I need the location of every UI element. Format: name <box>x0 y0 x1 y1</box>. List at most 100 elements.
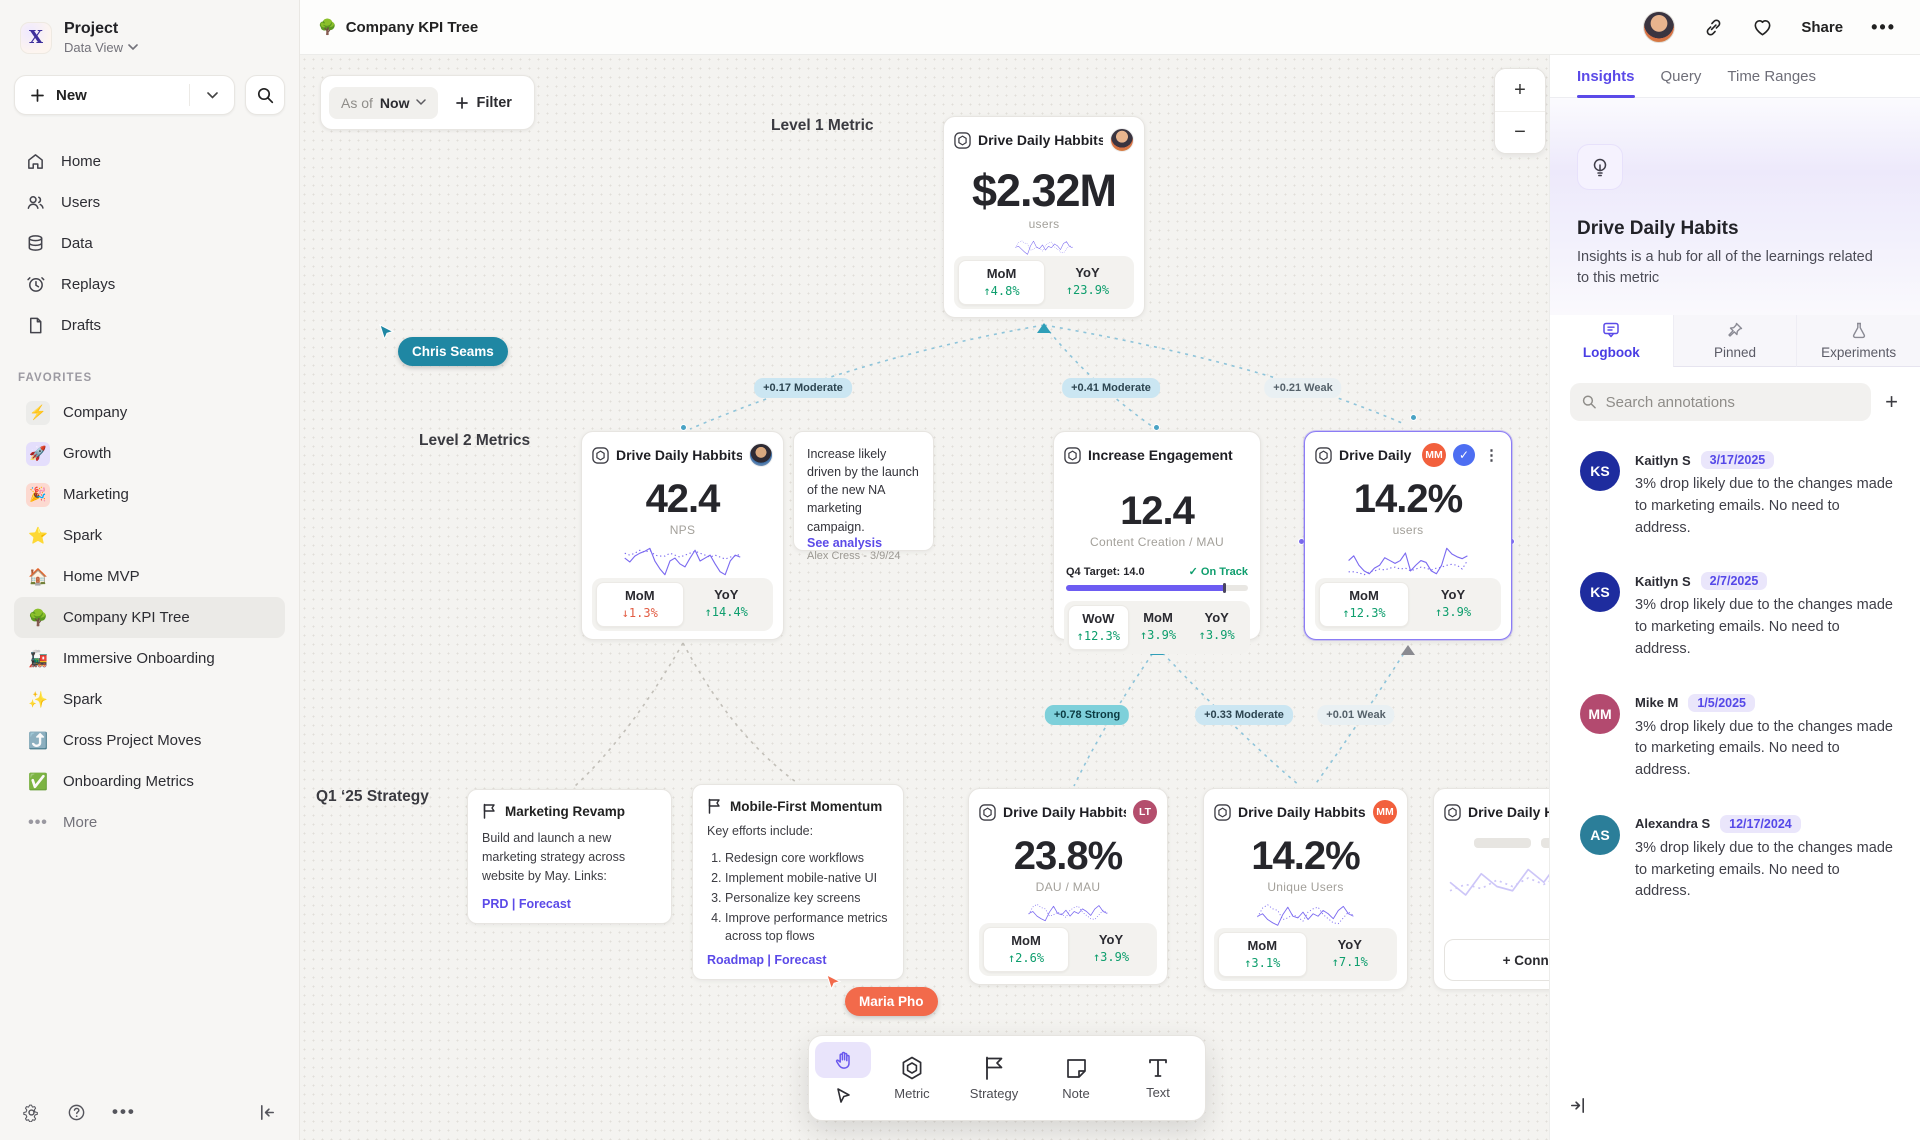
strategy-card-mobile-first-momentum[interactable]: Mobile-First Momentum Key efforts includ… <box>692 784 904 980</box>
workspace-switcher[interactable]: Data View <box>64 40 138 55</box>
metric-tool-button[interactable]: Metric <box>871 1042 953 1114</box>
favorite-spark-2[interactable]: ✨ Spark <box>14 679 285 720</box>
strategy-links[interactable]: Roadmap | Forecast <box>707 953 827 967</box>
mom-cell[interactable]: MoM ↑3.9% <box>1129 605 1188 650</box>
as-of-selector[interactable]: As of Now <box>329 86 439 119</box>
mom-cell[interactable]: MoM ↓1.3% <box>596 582 684 627</box>
metric-card-unconnected[interactable]: Drive Daily Habbits + Connect <box>1433 788 1549 990</box>
more-options-icon[interactable]: ••• <box>112 1102 136 1121</box>
owner-avatar[interactable] <box>1110 128 1134 152</box>
chevron-down-icon <box>206 91 218 99</box>
new-button-caret[interactable] <box>190 91 234 99</box>
favorite-spark[interactable]: ⭐ Spark <box>14 515 285 556</box>
add-annotation-button[interactable]: + <box>1885 389 1898 415</box>
metric-unit: Unique Users <box>1267 880 1344 894</box>
tab-insights[interactable]: Insights <box>1577 55 1635 98</box>
metric-card-unique-users[interactable]: Drive Daily Habbits MM 14.2% Unique User… <box>1203 788 1408 990</box>
owner-avatar[interactable] <box>749 443 773 467</box>
yoy-cell[interactable]: YoY ↑7.1% <box>1307 932 1394 977</box>
note-tool-button[interactable]: Note <box>1035 1042 1117 1114</box>
strategy-tool-button[interactable]: Strategy <box>953 1042 1035 1114</box>
sidebar-item-drafts[interactable]: Drafts <box>14 305 285 346</box>
metric-card-nps[interactable]: Drive Daily Habbits 42.4 NPS MoM ↓1.3% Y… <box>581 431 784 640</box>
metric-card-l1-drive-daily-habits[interactable]: Drive Daily Habbits $2.32M users MoM ↑4.… <box>943 116 1145 318</box>
new-button[interactable]: New <box>14 75 235 115</box>
wow-cell[interactable]: WoW ↑12.3% <box>1068 605 1129 650</box>
annotation-search-input[interactable] <box>1605 393 1860 411</box>
edge-label: +0.78 Strong <box>1044 705 1130 725</box>
yoy-cell[interactable]: YoY ↑3.9% <box>1187 605 1246 650</box>
project-header[interactable]: X Project Data View <box>14 20 285 55</box>
sidebar-item-home[interactable]: Home <box>14 141 285 182</box>
connector-anchor[interactable] <box>1401 645 1415 655</box>
mom-cell[interactable]: MoM ↑4.8% <box>958 260 1045 305</box>
sidebar-nav: Home Users Data Replays Drafts <box>14 141 285 346</box>
collapse-panel-icon[interactable] <box>1568 1096 1587 1120</box>
mom-cell[interactable]: MoM ↑12.3% <box>1319 582 1409 627</box>
favorite-marketing[interactable]: 🎉 Marketing <box>14 474 285 515</box>
owner-badge[interactable]: MM <box>1373 800 1397 824</box>
user-avatar[interactable] <box>1643 11 1676 43</box>
metric-hexagon-icon <box>1315 446 1332 464</box>
favorite-growth[interactable]: 🚀 Growth <box>14 433 285 474</box>
new-button-main[interactable]: New <box>15 87 189 104</box>
subtab-logbook[interactable]: Logbook <box>1550 315 1673 368</box>
connect-button[interactable]: + Connect <box>1444 939 1549 981</box>
sidebar-search-button[interactable] <box>245 75 285 115</box>
annotation-item[interactable]: KS Kaitlyn S 3/17/2025 3% drop likely du… <box>1580 451 1896 539</box>
annotation-item[interactable]: AS Alexandra S 12/17/2024 3% drop likely… <box>1580 814 1896 903</box>
hand-tool-button[interactable] <box>815 1042 871 1078</box>
favorite-company[interactable]: ⚡ Company <box>14 392 285 433</box>
annotation-item[interactable]: MM Mike M 1/5/2025 3% drop likely due to… <box>1580 693 1896 782</box>
yoy-cell[interactable]: YoY ↑14.4% <box>684 582 770 627</box>
metric-card-dau-mau[interactable]: Drive Daily Habbits LT 23.8% DAU / MAU M… <box>968 788 1168 985</box>
tab-time-ranges[interactable]: Time Ranges <box>1727 67 1817 85</box>
tab-query[interactable]: Query <box>1660 67 1702 85</box>
favorite-company-kpi-tree[interactable]: 🌳 Company KPI Tree <box>14 597 285 638</box>
connector-anchor[interactable] <box>1037 323 1051 333</box>
owner-badge[interactable]: LT <box>1133 800 1157 824</box>
kpi-tree-canvas[interactable]: As of Now Filter + − Level 1 Metric Leve… <box>300 55 1549 1140</box>
owner-badge[interactable]: MM <box>1422 443 1446 467</box>
strategy-card-marketing-revamp[interactable]: Marketing Revamp Build and launch a new … <box>467 789 672 925</box>
strategy-links[interactable]: PRD | Forecast <box>482 897 571 912</box>
share-button[interactable]: Share <box>1801 18 1844 36</box>
note-card-analysis[interactable]: Increase likely driven by the launch of … <box>793 431 934 562</box>
favorite-onboarding-metrics[interactable]: ✅ Onboarding Metrics <box>14 761 285 802</box>
settings-gear-icon[interactable] <box>22 1103 41 1122</box>
yoy-cell[interactable]: YoY ↑23.9% <box>1045 260 1130 305</box>
mom-cell[interactable]: MoM ↑3.1% <box>1218 932 1307 977</box>
annotation-search[interactable] <box>1570 383 1872 422</box>
select-tool-button[interactable] <box>815 1078 871 1114</box>
zoom-in-button[interactable]: + <box>1495 69 1545 111</box>
collapse-sidebar-icon[interactable] <box>258 1103 277 1122</box>
sparkline-chart <box>1015 240 1073 255</box>
filter-button[interactable]: Filter <box>442 95 525 111</box>
insights-metric-title: Drive Daily Habits <box>1577 218 1739 239</box>
favorites-more[interactable]: ••• More <box>14 802 285 843</box>
metric-card-increase-engagement[interactable]: Increase Engagement 12.4 Content Creatio… <box>1053 431 1261 654</box>
subtab-label: Experiments <box>1821 345 1897 361</box>
favorite-cross-project-moves[interactable]: ⤴️ Cross Project Moves <box>14 720 285 761</box>
sidebar-item-data[interactable]: Data <box>14 223 285 264</box>
yoy-cell[interactable]: YoY ↑3.9% <box>1409 582 1497 627</box>
mom-cell[interactable]: MoM ↑2.6% <box>983 927 1069 972</box>
yoy-cell[interactable]: YoY ↑3.9% <box>1069 927 1153 972</box>
favorite-immersive-onboarding[interactable]: 🚂 Immersive Onboarding <box>14 638 285 679</box>
annotation-item[interactable]: KS Kaitlyn S 2/7/2025 3% drop likely due… <box>1580 572 1896 660</box>
sidebar-item-replays[interactable]: Replays <box>14 264 285 305</box>
zoom-out-button[interactable]: − <box>1495 111 1545 153</box>
metric-card-selected-drive-daily-habits[interactable]: Drive Daily Habb.. MM ✓ ⋮ 14.2% users Mo… <box>1304 431 1512 640</box>
subtab-experiments[interactable]: Experiments <box>1796 315 1920 368</box>
sidebar-item-users[interactable]: Users <box>14 182 285 223</box>
favorite-home-mvp[interactable]: 🏠 Home MVP <box>14 556 285 597</box>
overflow-menu-icon[interactable]: ••• <box>1871 16 1896 37</box>
card-menu-icon[interactable]: ⋮ <box>1484 447 1499 464</box>
annotation-author: Kaitlyn S <box>1635 452 1691 468</box>
see-analysis-link[interactable]: See analysis <box>807 535 883 550</box>
favorite-heart-icon[interactable] <box>1752 17 1773 38</box>
text-tool-button[interactable]: Text <box>1117 1042 1199 1114</box>
subtab-pinned[interactable]: Pinned <box>1672 315 1797 368</box>
copy-link-icon[interactable] <box>1703 17 1724 38</box>
help-icon[interactable] <box>67 1103 86 1122</box>
